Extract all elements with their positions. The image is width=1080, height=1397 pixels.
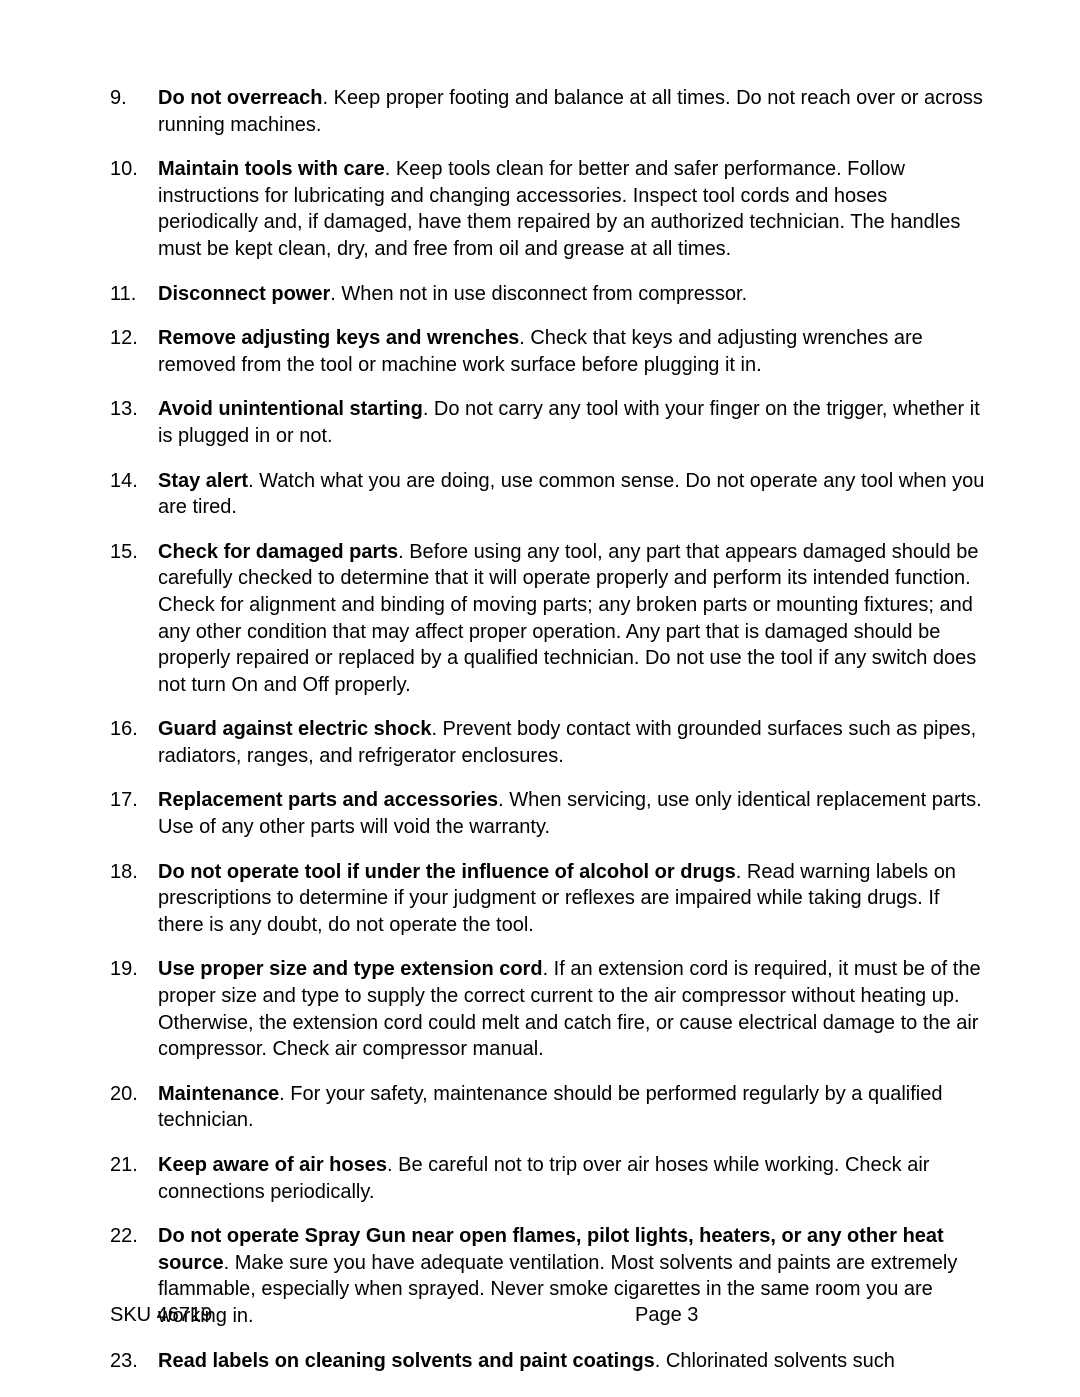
item-body: Read labels on cleaning solvents and pai… [158,1348,990,1375]
page: 9.Do not overreach. Keep proper footing … [0,0,1080,1397]
list-item: 23.Read labels on cleaning solvents and … [110,1348,990,1375]
list-item: 15.Check for damaged parts. Before using… [110,539,990,699]
item-title: Stay alert [158,470,248,492]
item-number: 9. [110,85,158,112]
item-number: 16. [110,716,158,743]
item-title: Do not operate tool if under the influen… [158,861,736,883]
item-body: Do not operate tool if under the influen… [158,859,990,939]
item-title: Disconnect power [158,283,330,305]
item-title: Keep aware of air hoses [158,1154,387,1176]
item-number: 18. [110,859,158,886]
item-title: Maintenance [158,1083,279,1105]
item-body: Maintenance. For your safety, maintenanc… [158,1081,990,1134]
item-number: 13. [110,396,158,423]
footer-sku: SKU 46719 [110,1304,465,1327]
item-number: 12. [110,325,158,352]
list-item: 12.Remove adjusting keys and wrenches. C… [110,325,990,378]
item-title: Use proper size and type extension cord [158,958,543,980]
item-title: Check for damaged parts [158,541,398,563]
item-text: . When not in use disconnect from compre… [330,283,747,305]
item-body: Do not overreach. Keep proper footing an… [158,85,990,138]
item-body: Use proper size and type extension cord.… [158,956,990,1062]
item-number: 10. [110,156,158,183]
item-text: . Before using any tool, any part that a… [158,541,978,696]
item-number: 21. [110,1152,158,1179]
item-number: 15. [110,539,158,566]
item-body: Stay alert. Watch what you are doing, us… [158,468,990,521]
item-body: Remove adjusting keys and wrenches. Chec… [158,325,990,378]
item-number: 22. [110,1223,158,1250]
list-item: 19.Use proper size and type extension co… [110,956,990,1062]
item-body: Check for damaged parts. Before using an… [158,539,990,699]
footer-page-number: Page 3 [465,1304,990,1327]
list-item: 9.Do not overreach. Keep proper footing … [110,85,990,138]
item-number: 19. [110,956,158,983]
item-text: . Watch what you are doing, use common s… [158,470,984,519]
item-body: Avoid unintentional starting. Do not car… [158,396,990,449]
item-title: Remove adjusting keys and wrenches [158,327,519,349]
list-item: 20.Maintenance. For your safety, mainten… [110,1081,990,1134]
list-item: 21.Keep aware of air hoses. Be careful n… [110,1152,990,1205]
item-number: 17. [110,787,158,814]
item-text: . Chlorinated solvents such [655,1350,895,1372]
list-item: 17.Replacement parts and accessories. Wh… [110,787,990,840]
list-item: 18.Do not operate tool if under the infl… [110,859,990,939]
item-body: Disconnect power. When not in use discon… [158,281,990,308]
item-body: Maintain tools with care. Keep tools cle… [158,156,990,262]
list-item: 14.Stay alert. Watch what you are doing,… [110,468,990,521]
item-title: Do not overreach [158,87,322,109]
list-item: 10.Maintain tools with care. Keep tools … [110,156,990,262]
item-number: 20. [110,1081,158,1108]
item-body: Guard against electric shock. Prevent bo… [158,716,990,769]
item-title: Guard against electric shock [158,718,431,740]
list-item: 13.Avoid unintentional starting. Do not … [110,396,990,449]
item-number: 14. [110,468,158,495]
page-footer: SKU 46719 Page 3 [110,1304,990,1327]
item-title: Maintain tools with care [158,158,385,180]
item-title: Read labels on cleaning solvents and pai… [158,1350,655,1372]
item-body: Keep aware of air hoses. Be careful not … [158,1152,990,1205]
item-title: Avoid unintentional starting [158,398,423,420]
item-title: Replacement parts and accessories [158,789,498,811]
list-item: 11.Disconnect power. When not in use dis… [110,281,990,308]
item-number: 11. [110,281,158,308]
item-body: Replacement parts and accessories. When … [158,787,990,840]
list-item: 16.Guard against electric shock. Prevent… [110,716,990,769]
item-number: 23. [110,1348,158,1375]
safety-list: 9.Do not overreach. Keep proper footing … [110,85,990,1374]
